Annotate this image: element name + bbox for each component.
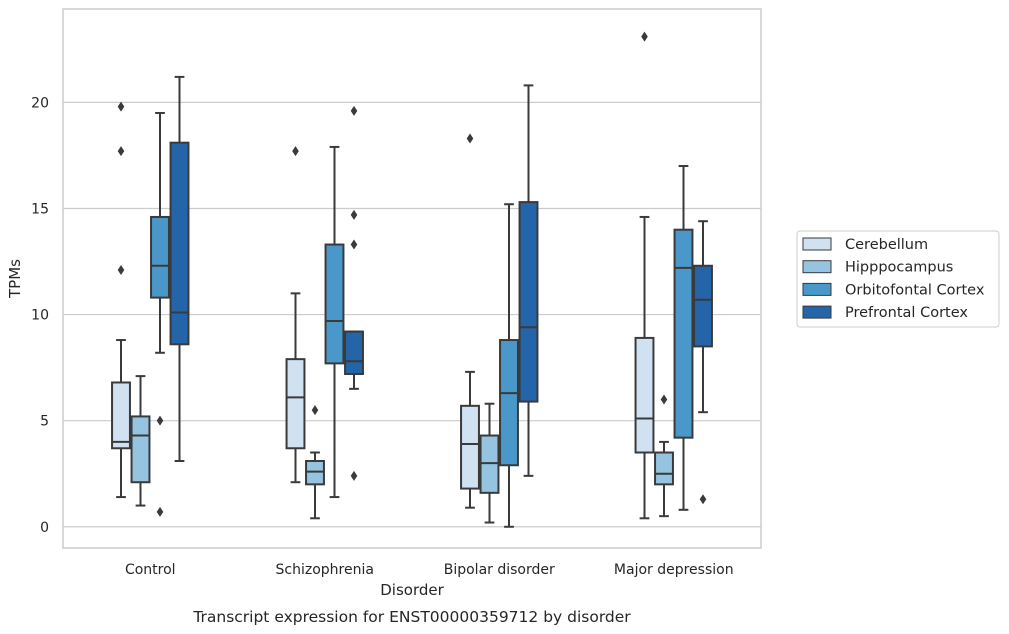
y-axis-label: TPMs bbox=[6, 259, 24, 299]
box-hipppocampus bbox=[654, 394, 674, 518]
legend-frame bbox=[796, 230, 1000, 328]
legend-swatch bbox=[802, 260, 832, 274]
outlier-point bbox=[117, 146, 125, 157]
outlier-point bbox=[350, 105, 358, 116]
legend-swatch bbox=[802, 282, 832, 296]
outlier-point bbox=[350, 470, 358, 481]
box-iqr bbox=[130, 415, 151, 484]
x-tick-label: Major depression bbox=[614, 562, 734, 578]
chart-caption: Transcript expression for ENST0000035971… bbox=[192, 608, 631, 626]
legend-label: Hipppocampus bbox=[845, 260, 953, 276]
legend: Cerebellum Hipppocampus Orbitofontal Corte… bbox=[796, 230, 1000, 328]
outlier-point bbox=[156, 506, 164, 517]
box-iqr bbox=[150, 215, 170, 299]
box-hipppocampus bbox=[305, 405, 325, 520]
box-hipppocampus bbox=[130, 375, 151, 507]
legend-label: Orbitofontal Cortex bbox=[845, 282, 985, 298]
legend-swatch bbox=[802, 237, 832, 251]
legend-item: Cerebellum bbox=[802, 237, 928, 253]
box-cerebellum bbox=[460, 133, 480, 509]
y-ticks: 0 5 10 15 20 bbox=[31, 95, 49, 535]
box-hipppocampus bbox=[479, 402, 500, 524]
legend-item: Hipppocampus bbox=[802, 260, 953, 276]
x-ticks: Control Schizophrenia Bipolar disorder Majo… bbox=[125, 562, 734, 578]
box-iqr bbox=[344, 330, 364, 375]
box-orbitofontal-cortex bbox=[499, 203, 519, 528]
box-iqr bbox=[693, 264, 713, 348]
outlier-point bbox=[311, 405, 319, 416]
box-iqr bbox=[460, 404, 480, 490]
box-orbitofontal-cortex bbox=[324, 145, 345, 499]
y-tick-label: 0 bbox=[40, 520, 49, 536]
box-cerebellum bbox=[634, 31, 655, 520]
x-tick-label: Schizophrenia bbox=[276, 562, 374, 578]
legend-label: Cerebellum bbox=[845, 237, 928, 253]
legend-swatch bbox=[802, 305, 832, 319]
box-prefrontal-cortex bbox=[693, 220, 713, 505]
y-tick-label: 5 bbox=[40, 414, 49, 430]
outlier-point bbox=[350, 239, 358, 250]
box-orbitofontal-cortex bbox=[673, 165, 694, 511]
outlier-point bbox=[156, 415, 164, 426]
box-prefrontal-cortex bbox=[169, 75, 190, 462]
outlier-point bbox=[699, 494, 707, 505]
box-iqr bbox=[479, 434, 500, 494]
x-tick-label: Bipolar disorder bbox=[444, 562, 555, 578]
x-tick-label: Control bbox=[125, 562, 176, 578]
outlier-point bbox=[660, 394, 668, 405]
box-iqr bbox=[499, 339, 519, 467]
box-cerebellum bbox=[285, 146, 306, 484]
outlier-point bbox=[117, 101, 125, 112]
x-axis-label: Disorder bbox=[380, 581, 444, 599]
box-iqr bbox=[169, 141, 190, 346]
boxes bbox=[111, 31, 713, 528]
box-orbitofontal-cortex bbox=[150, 111, 170, 517]
legend-item: Orbitofontal Cortex bbox=[802, 282, 985, 298]
plot-frame bbox=[62, 8, 762, 549]
box-iqr bbox=[654, 451, 674, 486]
box-prefrontal-cortex bbox=[344, 105, 364, 481]
outlier-point bbox=[350, 209, 358, 220]
box-iqr bbox=[634, 336, 655, 454]
box-cerebellum bbox=[111, 101, 131, 499]
box-prefrontal-cortex bbox=[518, 84, 539, 477]
y-tick-label: 20 bbox=[31, 95, 49, 111]
legend-item: Prefrontal Cortex bbox=[802, 305, 968, 321]
box-iqr bbox=[305, 459, 325, 486]
box-iqr bbox=[111, 381, 131, 450]
outlier-point bbox=[641, 31, 648, 42]
box-iqr bbox=[518, 201, 539, 403]
box-iqr bbox=[673, 228, 694, 439]
box-iqr bbox=[324, 243, 345, 365]
y-tick-label: 15 bbox=[31, 201, 49, 217]
box-iqr bbox=[285, 358, 306, 450]
legend-label: Prefrontal Cortex bbox=[845, 305, 968, 321]
outlier-point bbox=[292, 146, 299, 157]
outlier-point bbox=[466, 133, 474, 144]
outlier-point bbox=[117, 265, 125, 276]
y-tick-label: 10 bbox=[31, 308, 49, 324]
